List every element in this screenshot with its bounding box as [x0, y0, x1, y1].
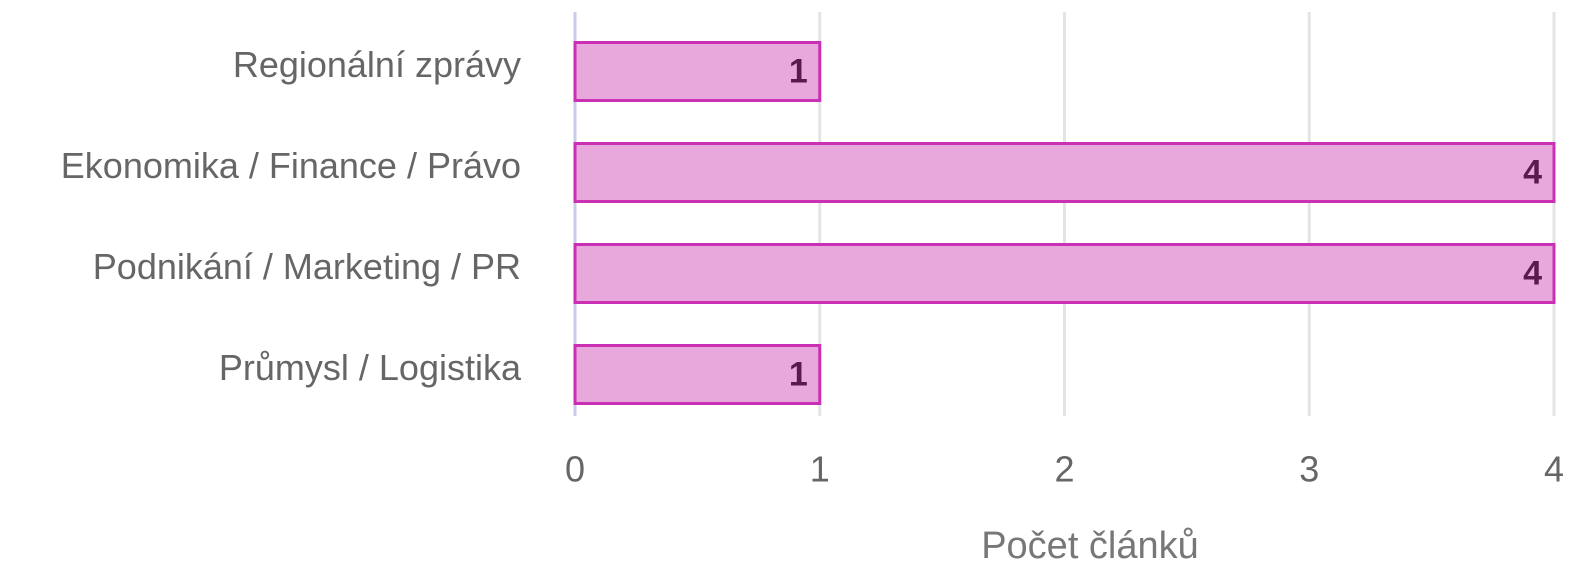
- value-label: 4: [1523, 254, 1542, 292]
- x-tick-label: 3: [1299, 449, 1319, 490]
- y-tick-label: Průmysl / Logistika: [219, 347, 522, 388]
- x-tick-label: 2: [1054, 449, 1074, 490]
- x-axis-label: Počet článků: [981, 525, 1199, 567]
- y-tick-label: Ekonomika / Finance / Právo: [61, 145, 521, 186]
- bar: [573, 243, 1556, 304]
- bar: [573, 142, 1556, 203]
- y-tick-label: Regionální zprávy: [233, 44, 521, 85]
- value-label: 1: [789, 52, 808, 90]
- y-tick-label: Podnikání / Marketing / PR: [93, 246, 521, 287]
- bar: [573, 344, 822, 405]
- x-tick-label: 0: [565, 449, 585, 490]
- value-label: 1: [789, 355, 808, 393]
- bar: [573, 41, 822, 102]
- value-label: 4: [1523, 153, 1542, 191]
- x-tick-label: 4: [1544, 449, 1564, 490]
- x-tick-label: 1: [810, 449, 830, 490]
